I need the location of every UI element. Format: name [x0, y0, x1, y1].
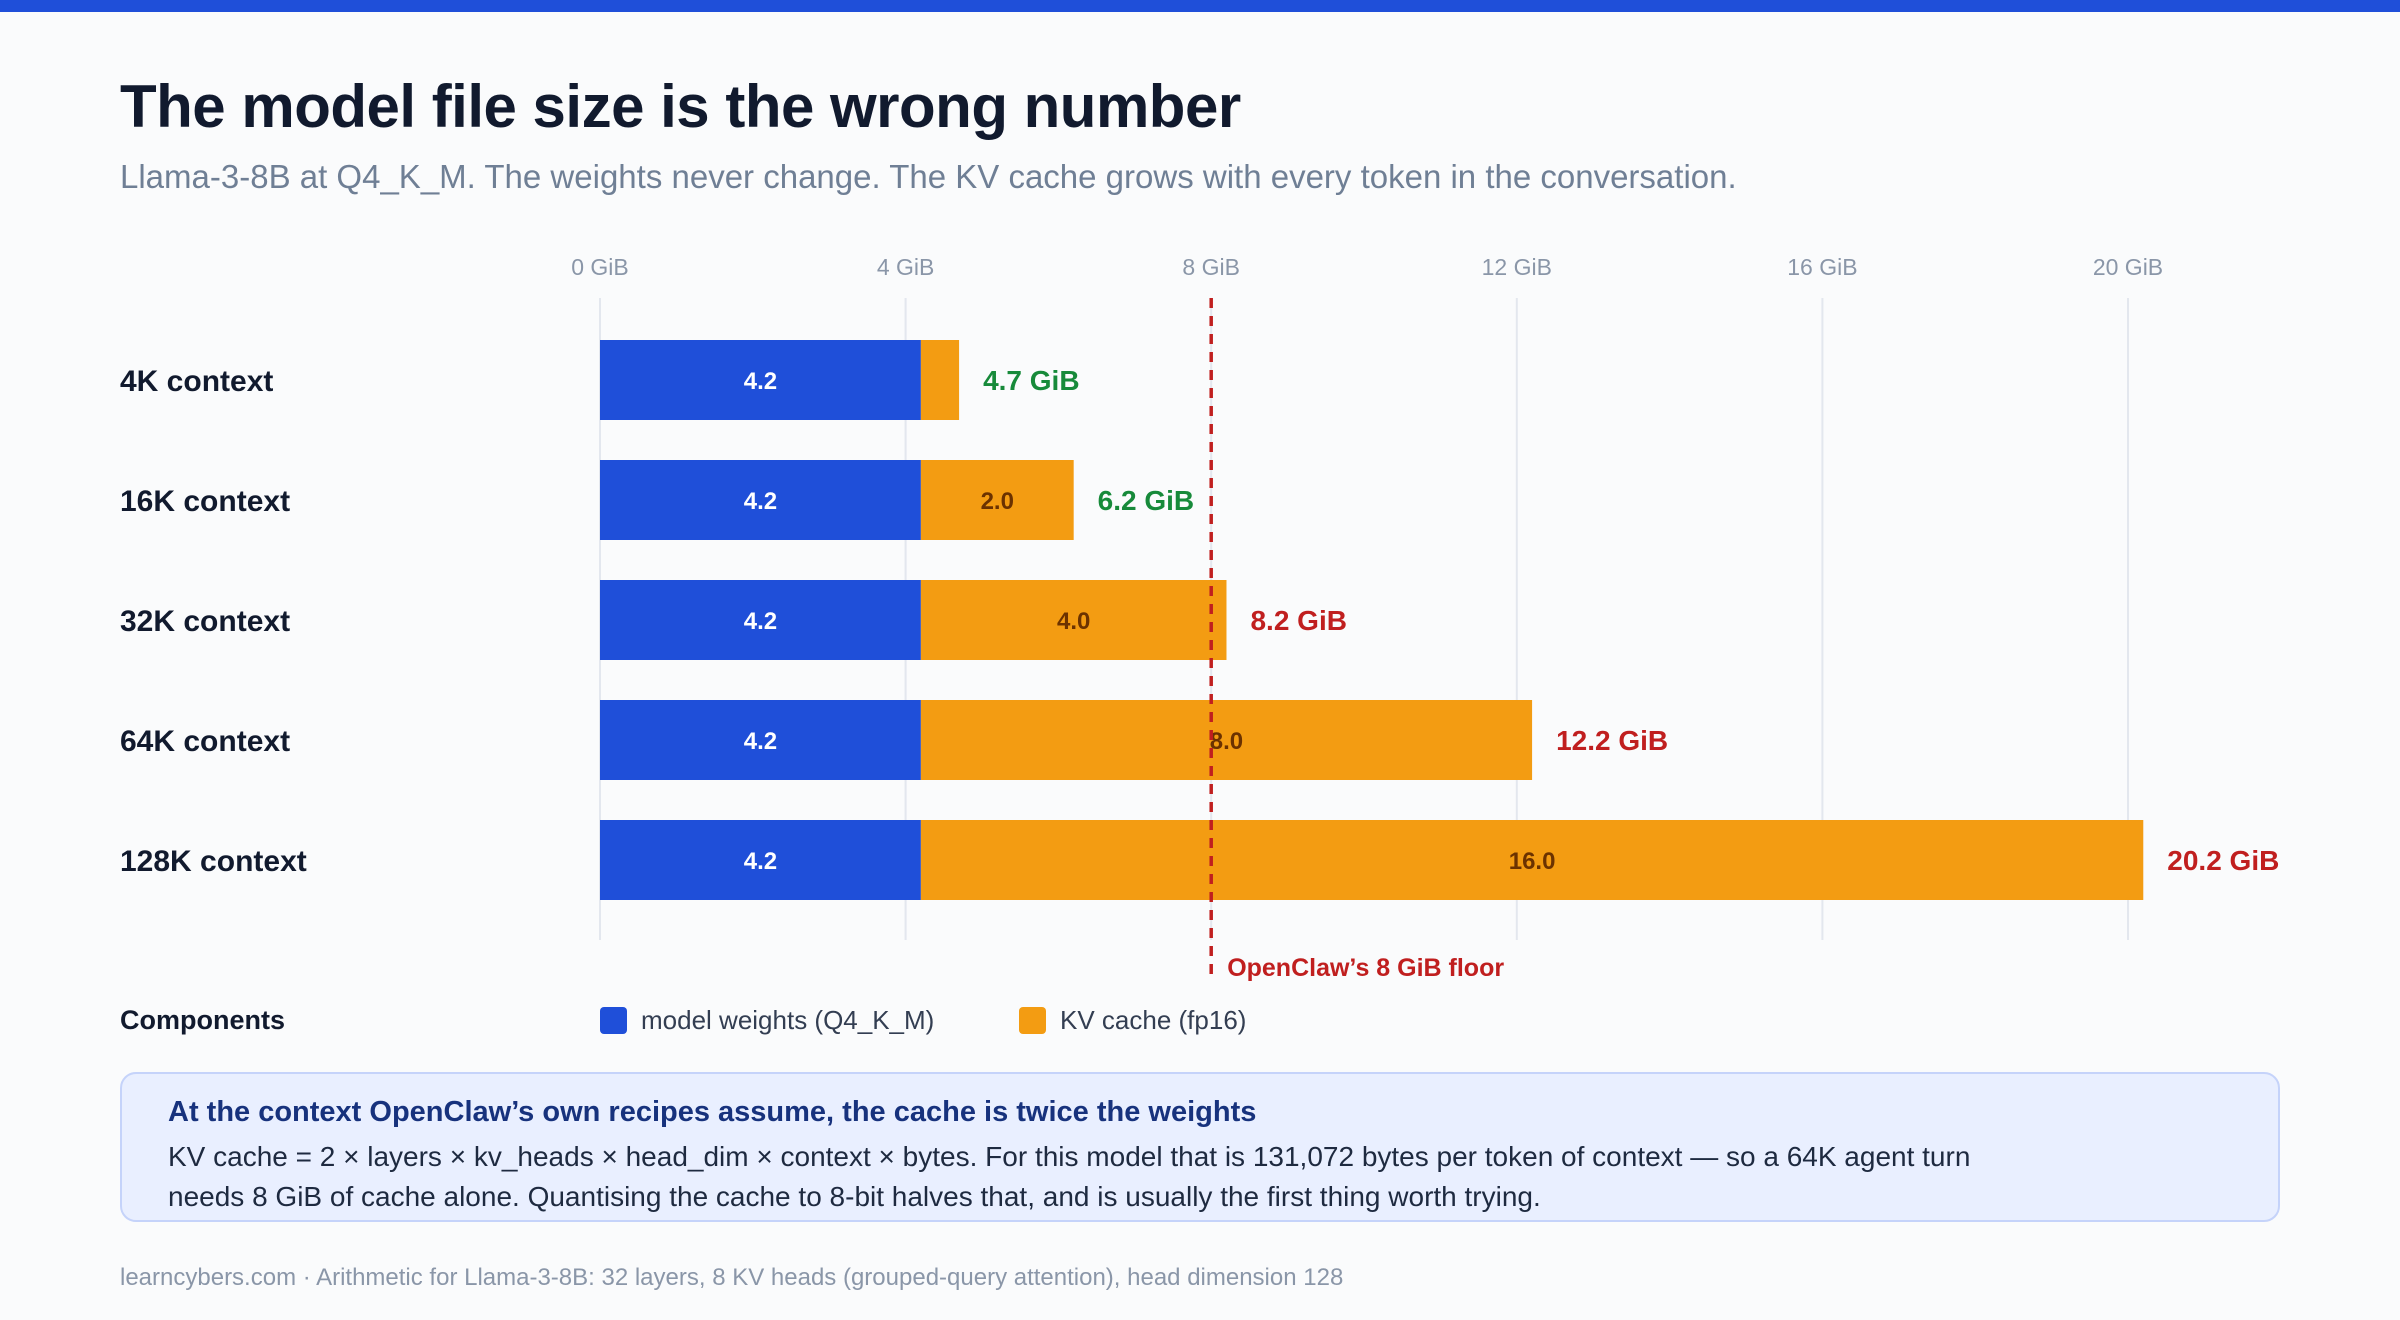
- bar-total-label: 20.2 GiB: [2167, 845, 2279, 876]
- category-label: 128K context: [120, 845, 307, 878]
- legend-swatch-kv-cache: [1019, 1007, 1046, 1034]
- x-tick-label: 4 GiB: [877, 254, 935, 280]
- bar-value-label: 4.2: [744, 728, 777, 755]
- x-tick-label: 20 GiB: [2093, 254, 2163, 280]
- top-accent-bar: [0, 0, 2400, 12]
- category-label: 32K context: [120, 605, 290, 638]
- bar-value-label: 4.2: [744, 848, 777, 875]
- callout-box: At the context OpenClaw’s own recipes as…: [120, 1072, 2280, 1222]
- page-subtitle: Llama-3-8B at Q4_K_M. The weights never …: [120, 158, 1737, 195]
- bar-value-label: 8.0: [1210, 728, 1243, 755]
- bar-total-label: 4.7 GiB: [983, 365, 1079, 396]
- bar-model-weights: [600, 820, 921, 900]
- legend-label-kv-cache: KV cache (fp16): [1060, 1005, 1247, 1035]
- bar-value-label: 4.0: [1057, 608, 1090, 635]
- callout-body: KV cache = 2 × layers × kv_heads × head_…: [168, 1141, 1971, 1212]
- bar-total-label: 8.2 GiB: [1250, 605, 1346, 636]
- category-label: 16K context: [120, 485, 290, 518]
- x-tick-label: 16 GiB: [1787, 254, 1857, 280]
- stacked-bar-chart: 0 GiB 4 GiB 8 GiB 12 GiB 16 GiB 20 GiB 4K cont…: [120, 254, 2279, 982]
- x-tick-label: 12 GiB: [1482, 254, 1552, 280]
- bar-total-label: 12.2 GiB: [1556, 725, 1668, 756]
- bar-value-label: 4.2: [744, 608, 777, 635]
- legend-item-model-weights: model weights (Q4_K_M): [600, 1005, 934, 1036]
- bar-value-label: 4.2: [744, 488, 777, 515]
- bar-model-weights: [600, 340, 921, 420]
- bar-model-weights: [600, 460, 921, 540]
- bar-value-label: 16.0: [1509, 848, 1556, 875]
- bar-model-weights: [600, 700, 921, 780]
- bar-kv-cache: [920, 580, 1227, 660]
- category-label: 4K context: [120, 365, 273, 398]
- bar-kv-cache: [920, 700, 1533, 780]
- threshold-label: OpenClaw’s 8 GiB floor: [1227, 954, 1504, 982]
- legend-swatch-model-weights: [600, 1007, 627, 1034]
- bar-value-label: 2.0: [981, 488, 1014, 515]
- x-tick-label: 0 GiB: [571, 254, 629, 280]
- bar-total-label: 6.2 GiB: [1098, 485, 1194, 516]
- legend-item-kv-cache: KV cache (fp16): [1019, 1005, 1246, 1036]
- bar-model-weights: [600, 580, 921, 660]
- page-title: The model file size is the wrong number: [120, 73, 1241, 140]
- bar-value-label: 4.2: [744, 368, 777, 395]
- bar-kv-cache: [920, 820, 2144, 900]
- bar-kv-cache: [920, 340, 960, 420]
- legend-title: Components: [120, 1005, 285, 1035]
- callout-title: At the context OpenClaw’s own recipes as…: [168, 1096, 1257, 1128]
- bar-kv-cache: [920, 460, 1074, 540]
- category-label: 64K context: [120, 725, 290, 758]
- legend-label-model-weights: model weights (Q4_K_M): [641, 1005, 935, 1035]
- footer-note: learncybers.com · Arithmetic for Llama-3…: [120, 1264, 1344, 1291]
- x-tick-label: 8 GiB: [1182, 254, 1240, 280]
